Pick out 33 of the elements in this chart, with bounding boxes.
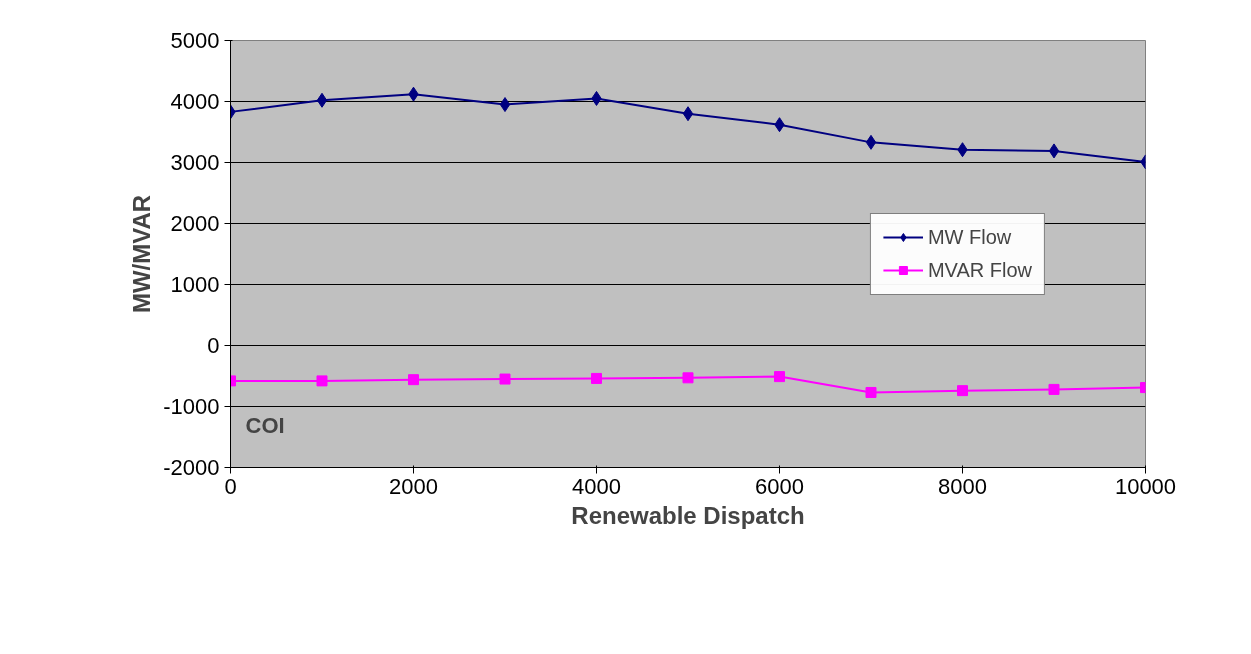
- y-tick-label: -2000: [163, 455, 220, 480]
- x-tick-label: 6000: [755, 473, 804, 499]
- point: [865, 386, 877, 398]
- point: [499, 97, 511, 113]
- point: [316, 92, 328, 108]
- legend-label: MW Flow: [927, 225, 1012, 249]
- point: [1048, 143, 1060, 159]
- x-tick-label: 0: [224, 473, 237, 499]
- point: [591, 372, 602, 384]
- point: [408, 374, 419, 386]
- y-tick-label: 4000: [170, 89, 220, 114]
- y-tick-label: -1000: [163, 394, 220, 419]
- point: [865, 134, 877, 150]
- x-axis-title: Renewable Dispatch: [571, 501, 805, 529]
- x-tick-label: 10000: [1114, 473, 1177, 499]
- x-tick-label: 4000: [572, 473, 621, 499]
- point: [774, 371, 785, 383]
- x-tick-label: 2000: [389, 473, 438, 499]
- annotation: COI: [245, 412, 285, 438]
- y-tick-label: 3000: [170, 150, 220, 175]
- point: [316, 375, 328, 387]
- point: [682, 106, 694, 122]
- point: [682, 372, 694, 384]
- y-tick-label: 0: [207, 333, 220, 358]
- x-tick-label: 8000: [938, 473, 987, 499]
- point: [957, 385, 968, 397]
- legend-label: MVAR Flow: [927, 258, 1032, 282]
- y-tick-label: 5000: [170, 28, 220, 53]
- point: [1048, 383, 1060, 395]
- y-tick-label: 2000: [170, 211, 220, 236]
- point: [499, 373, 511, 385]
- y-tick-label: 1000: [170, 272, 220, 297]
- y-axis-title: MW/MVAR: [128, 194, 156, 314]
